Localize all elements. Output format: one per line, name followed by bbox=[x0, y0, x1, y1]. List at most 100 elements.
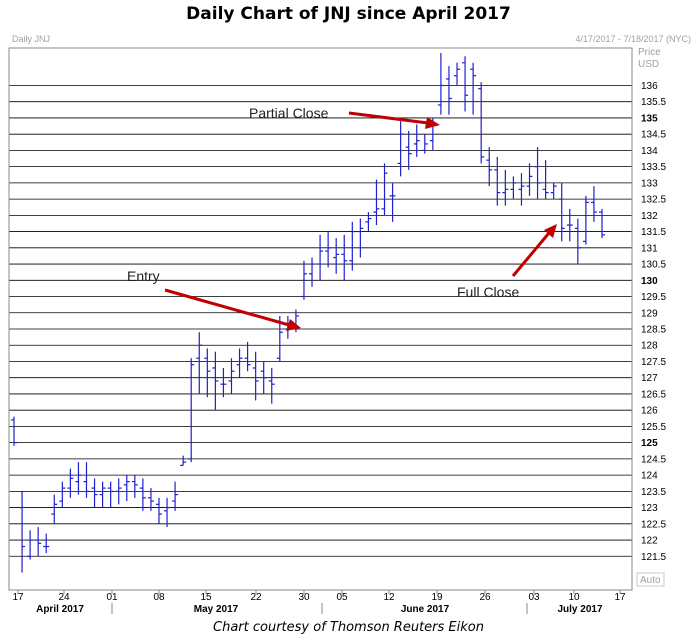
ohlc-bar-2017-06-21 bbox=[381, 163, 388, 216]
ohlc-bar-2017-07-18 bbox=[526, 163, 533, 196]
x-tick-2: 01 bbox=[106, 592, 118, 603]
month-labels: April 2017 May 2017 June 2017 July 2017 bbox=[36, 603, 603, 615]
x-axis-labels: 17 24 01 08 15 22 30 05 12 19 26 03 10 17 bbox=[9, 589, 632, 603]
ohlc-bar-2017-05-26 bbox=[244, 341, 251, 372]
ohlc-bar-2017-05-03 bbox=[107, 481, 114, 508]
y-tick-135.5: 135.5 bbox=[641, 97, 666, 108]
y-tick-134: 134 bbox=[641, 146, 658, 157]
y-tick-131.5: 131.5 bbox=[641, 227, 666, 238]
arrow-entry bbox=[164, 288, 301, 331]
ohlc-bar-2017-06-20 bbox=[373, 179, 380, 226]
ohlc-bar-2017-06-22 bbox=[389, 182, 396, 222]
annotations: Partial Close Entry Full Close bbox=[127, 105, 557, 331]
ohlc-bar-2017-05-16 bbox=[180, 455, 187, 466]
ohlc-bar-2017-05-09 bbox=[139, 478, 146, 511]
ohlc-bar-2017-04-27 bbox=[75, 462, 82, 495]
y-tick-136: 136 bbox=[641, 81, 658, 92]
x-tick-5: 22 bbox=[250, 592, 262, 603]
annotation-full-close: Full Close bbox=[457, 284, 519, 300]
ohlc-bar-2017-07-14 bbox=[510, 176, 517, 200]
ohlc-bar-2017-04-24 bbox=[51, 494, 58, 524]
ohlc-bar-2017-06-19 bbox=[365, 212, 372, 232]
ohlc-bar-2017-07-10 bbox=[478, 82, 485, 164]
x-tick-0: 17 bbox=[12, 592, 24, 603]
auto-button[interactable]: Auto bbox=[640, 575, 661, 586]
x-tick-11: 03 bbox=[528, 592, 540, 603]
x-tick-12: 10 bbox=[568, 592, 580, 603]
y-tick-121.5: 121.5 bbox=[641, 552, 666, 563]
y-tick-130: 130 bbox=[641, 276, 658, 287]
ohlc-bar-2017-04-21 bbox=[43, 533, 50, 554]
ohlc-bar-2017-07-25 bbox=[566, 208, 573, 242]
y-tick-123.5: 123.5 bbox=[641, 487, 666, 498]
y-tick-124.5: 124.5 bbox=[641, 454, 666, 465]
x-tick-10: 26 bbox=[479, 592, 491, 603]
ohlc-bar-2017-06-13 bbox=[333, 238, 340, 274]
ohlc-bar-2017-07-28 bbox=[590, 186, 597, 222]
ohlc-bar-2017-07-27 bbox=[582, 195, 589, 245]
ohlc-bar-2017-06-27 bbox=[413, 124, 420, 157]
ohlc-bar-2017-06-09 bbox=[317, 234, 324, 281]
y-tick-123: 123 bbox=[641, 503, 658, 514]
x-tick-9: 19 bbox=[431, 592, 443, 603]
ohlc-bar-2017-06-30 bbox=[437, 53, 444, 115]
y-tick-129.5: 129.5 bbox=[641, 292, 666, 303]
x-tick-13: 17 bbox=[614, 592, 626, 603]
y-tick-131: 131 bbox=[641, 243, 658, 254]
chart-caption: Chart courtesy of Thomson Reuters Eikon bbox=[213, 620, 484, 635]
y-tick-127: 127 bbox=[641, 373, 658, 384]
ohlc-bar-2017-05-15 bbox=[172, 481, 179, 511]
ohlc-bar-2017-06-28 bbox=[421, 134, 428, 154]
arrow-full-close bbox=[511, 224, 557, 277]
ohlc-bar-2017-07-19 bbox=[534, 147, 541, 200]
ohlc-bar-2017-05-12 bbox=[164, 497, 171, 528]
ohlc-bar-2017-06-15 bbox=[349, 221, 356, 271]
y-tick-126: 126 bbox=[641, 406, 658, 417]
ohlc-bar-2017-06-01 bbox=[268, 367, 275, 404]
ohlc-bar-2017-05-25 bbox=[236, 348, 243, 378]
x-tick-6: 30 bbox=[298, 592, 310, 603]
month-label-2: June 2017 bbox=[401, 604, 450, 615]
ohlc-bar-2017-07-11 bbox=[486, 147, 493, 187]
y-axis-labels: 121.5 122 122.5 123 123.5 124 124.5 125 125.5 126… bbox=[641, 81, 666, 563]
ohlc-bar-2017-05-08 bbox=[131, 475, 138, 498]
ohlc-bar-2017-07-17 bbox=[518, 173, 525, 206]
ohlc-bar-2017-07-26 bbox=[574, 218, 581, 265]
arrow-partial-close bbox=[348, 111, 440, 129]
y-tick-133.5: 133.5 bbox=[641, 162, 666, 173]
ohlc-bar-2017-05-23 bbox=[220, 367, 227, 398]
price-label: Price bbox=[638, 47, 661, 58]
x-tick-1: 24 bbox=[58, 592, 70, 603]
ohlc-bar-2017-05-11 bbox=[155, 497, 162, 524]
annotation-entry: Entry bbox=[127, 268, 160, 284]
ohlc-bar-2017-07-31 bbox=[599, 208, 605, 239]
y-tick-125: 125 bbox=[641, 438, 658, 449]
ohlc-bar-2017-05-04 bbox=[115, 478, 122, 505]
ohlc-bar-2017-07-13 bbox=[502, 169, 509, 206]
auto-button-frame[interactable] bbox=[636, 572, 665, 587]
currency-label: USD bbox=[638, 59, 659, 70]
ohlc-bar-2017-05-19 bbox=[204, 348, 211, 398]
ohlc-bar-2017-06-14 bbox=[341, 234, 348, 281]
y-tick-125.5: 125.5 bbox=[641, 422, 666, 433]
y-tick-132.5: 132.5 bbox=[641, 195, 666, 206]
month-label-1: May 2017 bbox=[194, 604, 239, 615]
ohlc-bar-2017-07-05 bbox=[454, 62, 461, 86]
ohlc-bar-2017-07-03 bbox=[445, 65, 452, 115]
x-tick-7: 05 bbox=[336, 592, 348, 603]
ohlc-bar-2017-05-05 bbox=[123, 475, 130, 502]
ohlc-bar-2017-06-16 bbox=[357, 218, 364, 258]
plot-frame bbox=[8, 47, 633, 591]
ohlc-bar-2017-05-18 bbox=[196, 332, 203, 394]
grid-lines bbox=[9, 85, 632, 557]
ohlc-bar-2017-05-17 bbox=[188, 358, 195, 463]
ohlc-bar-2017-07-06 bbox=[462, 56, 469, 112]
month-label-3: July 2017 bbox=[557, 604, 602, 615]
header-left: Daily JNJ bbox=[12, 34, 50, 44]
ohlc-bar-2017-04-17 bbox=[11, 416, 17, 446]
ohlc-bar-2017-06-08 bbox=[309, 257, 316, 287]
y-tick-126.5: 126.5 bbox=[641, 389, 666, 400]
annotation-partial-close: Partial Close bbox=[249, 105, 329, 121]
y-tick-128.5: 128.5 bbox=[641, 324, 666, 335]
